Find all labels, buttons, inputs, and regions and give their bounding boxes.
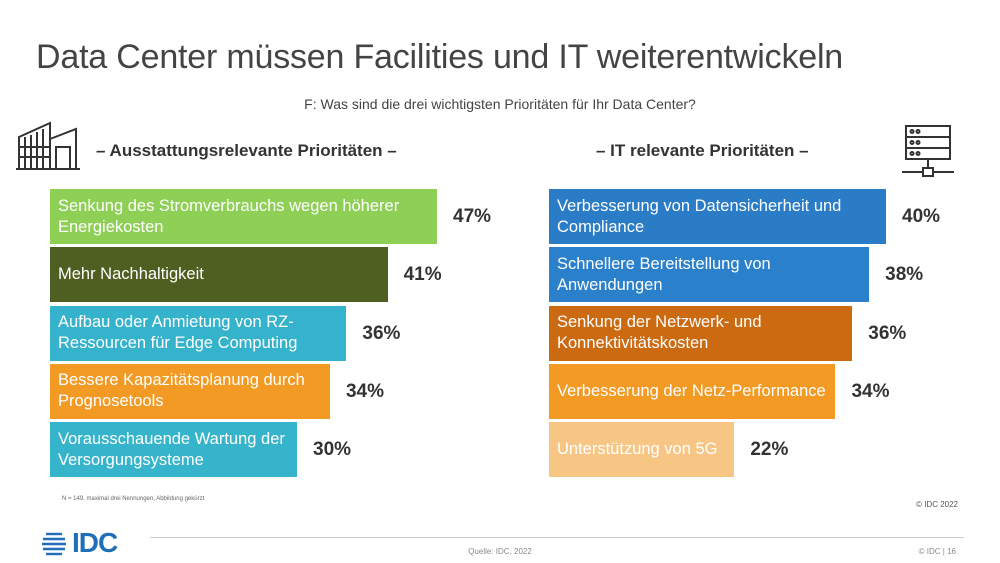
value-label-facilities-3: 36% (362, 322, 401, 344)
value-label-it-1: 40% (902, 206, 941, 227)
value-label-it-3: 36% (868, 322, 907, 344)
left-section-heading: – Ausstattungsrelevante Prioritäten – (96, 141, 397, 160)
survey-question: F: Was sind die drei wichtigsten Priorit… (304, 96, 696, 112)
bar-it-2: Schnellere Bereitstellung von Anwendunge… (549, 247, 870, 303)
server-icon (902, 125, 954, 177)
building-icon (16, 121, 80, 170)
value-label-it-4: 34% (851, 380, 890, 402)
bar-facilities-2: Mehr Nachhaltigkeit (50, 247, 388, 303)
logo-text: IDC (72, 527, 118, 558)
source-note: Quelle: IDC, 2022 (468, 547, 532, 556)
slide-title: Data Center müssen Facilities und IT wei… (36, 38, 844, 76)
value-label-it-5: 22% (750, 439, 789, 461)
value-label-facilities-2: 41% (403, 264, 442, 286)
value-label-it-2: 38% (885, 264, 924, 286)
value-label-facilities-4: 34% (345, 380, 384, 402)
bar-it-1: Verbesserung von Datensicherheit und Com… (549, 189, 886, 244)
value-label-facilities-5: 30% (313, 439, 352, 461)
bar-facilities-3: Aufbau oder Anmietung von RZ-Ressourcen … (50, 305, 347, 361)
footer-divider (150, 537, 964, 538)
page-number: © IDC | 16 (918, 547, 956, 556)
bar-facilities-1: Senkung des Stromverbrauchs wegen höhere… (50, 189, 437, 244)
globe-icon (42, 532, 66, 556)
bar-it-5: Unterstützung von 5G (549, 422, 735, 478)
right-section-heading: – IT relevante Prioritäten – (596, 141, 809, 160)
bar-facilities-4: Bessere Kapazitätsplanung durch Prognose… (50, 363, 330, 419)
idc-logo: IDC (40, 527, 118, 559)
bar-it-4: Verbesserung der Netz-Performance (549, 363, 836, 419)
bar-facilities-5: Vorausschauende Wartung der Versorgungsy… (50, 422, 298, 478)
footnote: N = 149, maximal drei Nennungen, Abbildu… (62, 496, 205, 502)
value-label-facilities-1: 47% (453, 206, 492, 227)
bar-it-3: Senkung der Netzwerk- und Konnektivitäts… (549, 305, 853, 361)
copyright: © IDC 2022 (916, 500, 958, 509)
